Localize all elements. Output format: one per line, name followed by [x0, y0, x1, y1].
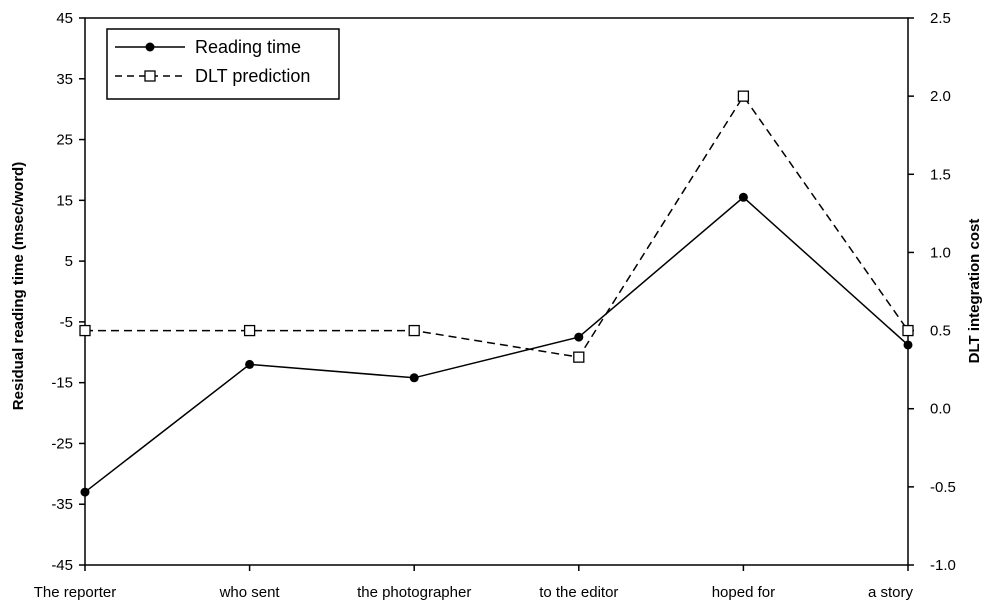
x-tick-label: the photographer — [357, 584, 471, 601]
point-reading-time — [574, 332, 584, 342]
point-reading-time — [409, 373, 419, 383]
point-dlt-prediction — [408, 324, 420, 337]
right-tick-label: -1.0 — [930, 557, 956, 574]
left-tick-label: 25 — [56, 132, 73, 149]
left-tick-label: 45 — [56, 10, 73, 27]
left-tick-label: -35 — [51, 496, 73, 513]
series-layer — [79, 90, 914, 497]
left-axis-ticks: 45 35 25 15 5 -5 -15 -25 -35 -45 — [51, 10, 85, 574]
point-dlt-prediction — [902, 324, 914, 337]
point-reading-time — [245, 359, 255, 369]
x-tick-label: hoped for — [712, 584, 775, 601]
legend-label-reading-time: Reading time — [195, 37, 301, 57]
x-tick-label: The reporter — [34, 584, 117, 601]
legend-marker-reading-time — [145, 42, 155, 52]
right-tick-label: 1.0 — [930, 244, 951, 261]
series-line-dlt-prediction — [85, 94, 909, 358]
legend-label-dlt-prediction: DLT prediction — [195, 66, 310, 86]
right-tick-label: 1.5 — [930, 166, 951, 183]
point-reading-time — [738, 192, 748, 202]
point-dlt-prediction — [243, 324, 256, 337]
x-tick-label: who sent — [219, 584, 281, 601]
right-tick-label: 0.0 — [930, 401, 951, 418]
legend-marker-dlt-prediction — [144, 70, 156, 82]
left-tick-label: -45 — [51, 557, 73, 574]
left-tick-label: 35 — [56, 71, 73, 88]
point-dlt-prediction — [737, 90, 750, 102]
point-dlt-prediction — [79, 324, 91, 337]
x-tick-label: to the editor — [539, 584, 618, 601]
left-tick-label: -15 — [51, 375, 73, 392]
left-tick-label: -5 — [60, 314, 73, 331]
left-tick-label: 15 — [56, 192, 73, 209]
series-line-reading-time — [84, 196, 909, 493]
chart-axes — [84, 17, 909, 566]
plot-frame — [84, 17, 909, 566]
right-axis-ticks: 2.5 2.0 1.5 1.0 0.5 0.0 -0.5 -1.0 — [908, 10, 956, 574]
right-tick-label: 2.5 — [930, 10, 951, 27]
legend: Reading time DLT prediction — [106, 28, 340, 100]
x-tick-label: a story — [868, 584, 914, 601]
right-tick-label: -0.5 — [930, 479, 956, 496]
point-reading-time — [80, 487, 90, 497]
legend-box — [106, 28, 340, 100]
right-axis-title: DLT integration cost — [966, 219, 983, 364]
right-tick-label: 2.0 — [930, 88, 951, 105]
left-axis-title: Residual reading time (msec/word) — [10, 162, 27, 410]
point-reading-time — [903, 340, 913, 350]
x-axis-ticks: The reporter who sent the photographer to t… — [34, 565, 914, 601]
left-tick-label: -25 — [51, 435, 73, 452]
right-tick-label: 0.5 — [930, 323, 951, 340]
point-dlt-prediction — [573, 351, 585, 363]
left-tick-label: 5 — [65, 253, 73, 270]
